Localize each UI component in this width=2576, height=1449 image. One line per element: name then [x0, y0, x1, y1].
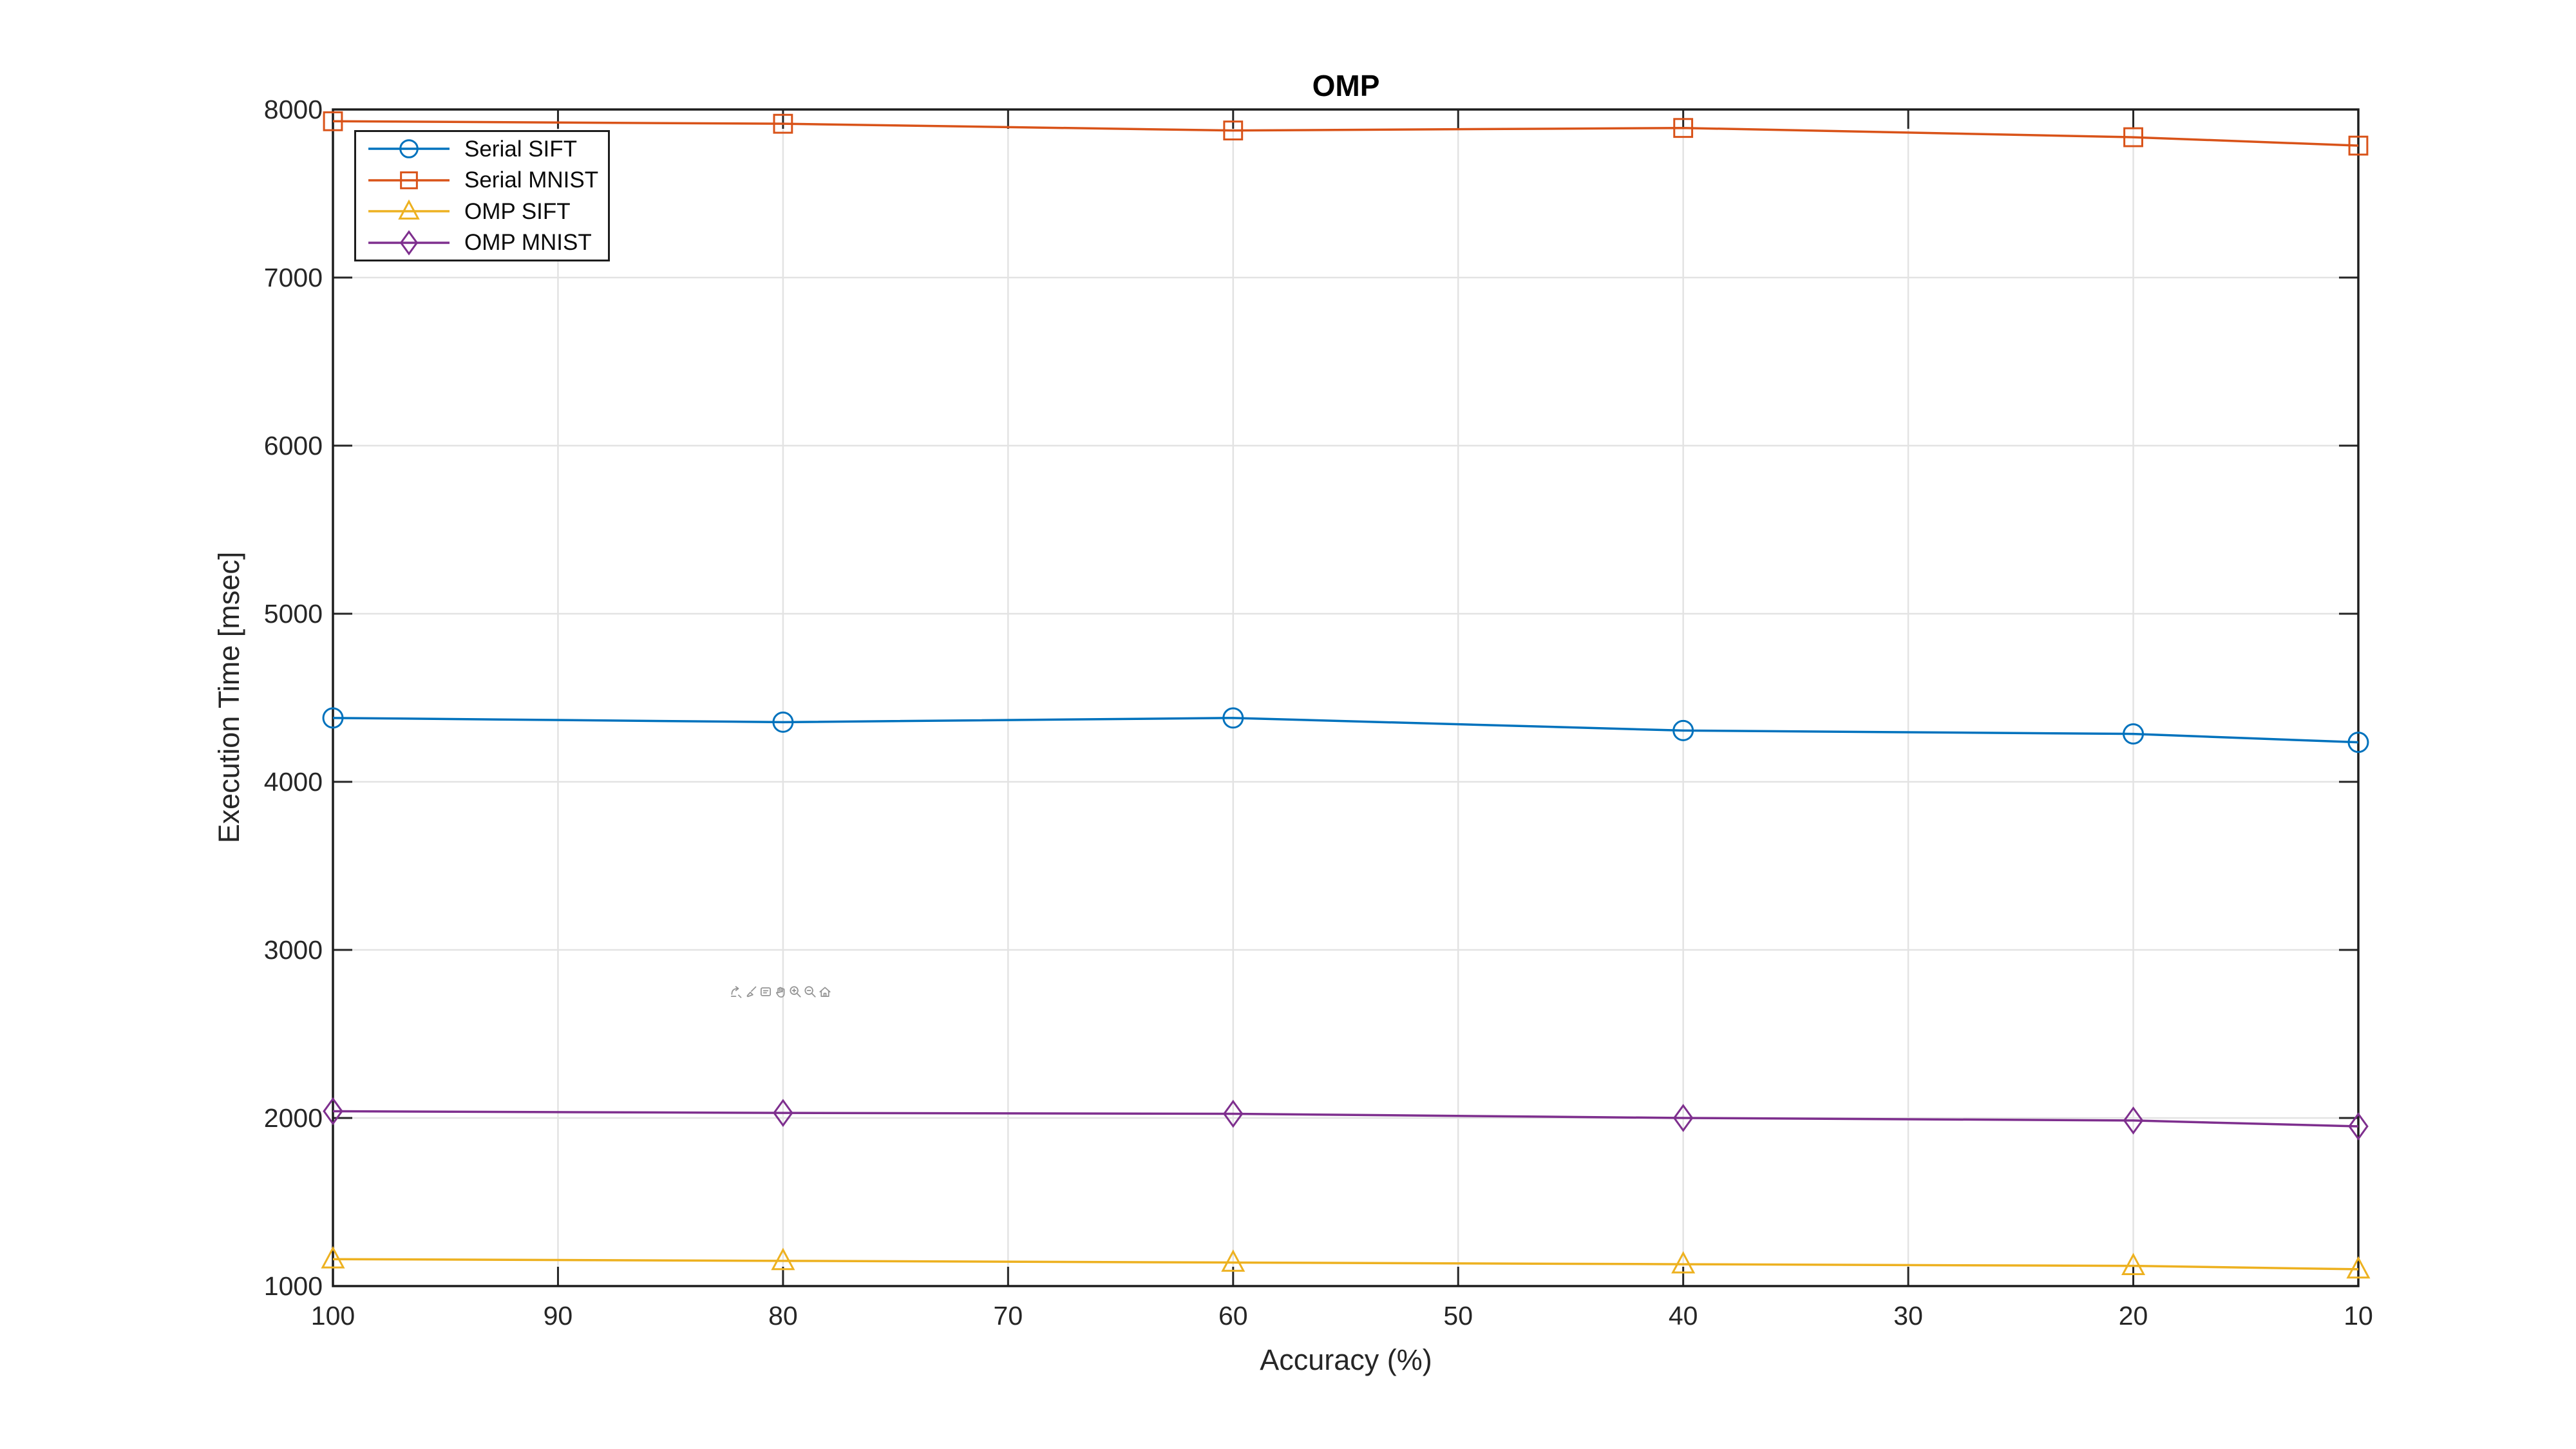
y-tick-label: 8000 — [264, 95, 323, 124]
x-axis-label: Accuracy (%) — [1260, 1343, 1432, 1376]
data-marker — [773, 113, 793, 134]
legend-sample-omp-sift — [368, 199, 450, 220]
zoom-out-icon[interactable] — [803, 985, 817, 999]
series-serial-sift — [322, 707, 2369, 753]
pan-icon[interactable] — [773, 985, 788, 999]
series-serial-mnist — [323, 111, 2369, 156]
axes-toolbar — [729, 985, 832, 999]
home-icon[interactable] — [818, 985, 832, 999]
series-omp-mnist — [323, 1097, 2369, 1141]
legend-label: Serial SIFT — [464, 136, 578, 162]
series-line — [332, 1258, 2359, 1271]
series-line — [332, 120, 2359, 147]
data-marker — [2347, 732, 2369, 753]
legend-label: OMP MNIST — [464, 230, 592, 256]
legend-label: OMP SIFT — [464, 198, 571, 224]
legend-item-omp-mnist: OMP MNIST — [356, 227, 608, 259]
y-tick-label: 5000 — [264, 599, 323, 629]
data-marker — [323, 111, 343, 131]
x-tick-label: 40 — [1669, 1301, 1698, 1331]
y-tick-label: 2000 — [264, 1103, 323, 1133]
data-marker — [1673, 118, 1694, 138]
data-marker — [399, 139, 419, 159]
x-tick-label: 30 — [1893, 1301, 1923, 1331]
x-tick-label: 10 — [2344, 1301, 2373, 1331]
data-marker — [771, 1247, 795, 1271]
axes-box — [332, 108, 2360, 1287]
data-marker — [322, 707, 344, 729]
x-tick-label: 20 — [2119, 1301, 2148, 1331]
data-marker — [2123, 127, 2143, 147]
data-marker — [772, 711, 794, 733]
legend-sample-omp-mnist — [368, 230, 450, 256]
data-marker — [1672, 1104, 1694, 1132]
legend-item-serial-mnist: Serial MNIST — [356, 165, 608, 196]
y-axis-label: Execution Time [msec] — [213, 551, 245, 844]
chart-title: OMP — [1312, 69, 1380, 102]
data-marker — [321, 1245, 345, 1269]
legend-sample-serial-mnist — [368, 171, 450, 189]
series-line — [332, 717, 2359, 744]
data-marker — [1671, 1251, 1696, 1274]
legend-item-serial-sift: Serial SIFT — [356, 133, 608, 165]
series-line — [332, 1110, 2359, 1128]
y-tick-label: 1000 — [264, 1271, 323, 1301]
data-marker — [399, 230, 419, 256]
legend-box: Serial SIFT Serial MNIST OMP SIFT OMP MN… — [354, 130, 610, 261]
x-tick-label: 60 — [1218, 1301, 1248, 1331]
data-marker — [2121, 1253, 2146, 1276]
data-marker — [2348, 1112, 2369, 1141]
data-marker — [400, 171, 418, 189]
x-tick-label: 70 — [994, 1301, 1023, 1331]
y-tick-label: 6000 — [264, 431, 323, 460]
data-marker — [2123, 723, 2145, 745]
y-tick-label: 7000 — [264, 263, 323, 292]
x-tick-label: 50 — [1443, 1301, 1473, 1331]
data-marker — [1223, 120, 1244, 141]
data-marker — [1222, 707, 1244, 729]
export-icon[interactable] — [729, 985, 743, 999]
data-marker — [773, 1099, 793, 1127]
data-marker — [1672, 719, 1694, 741]
datatip-icon[interactable] — [759, 985, 773, 999]
data-marker — [398, 199, 420, 220]
data-marker — [2348, 135, 2369, 156]
data-marker — [323, 1097, 343, 1126]
x-tick-label: 90 — [544, 1301, 573, 1331]
legend-label: Serial MNIST — [464, 167, 599, 193]
legend-sample-serial-sift — [368, 139, 450, 159]
legend-item-omp-sift: OMP SIFT — [356, 196, 608, 227]
series-omp-sift — [321, 1245, 2371, 1279]
y-tick-label: 3000 — [264, 935, 323, 965]
data-marker — [1223, 1099, 1244, 1128]
data-marker — [1221, 1249, 1245, 1272]
data-marker — [2123, 1106, 2144, 1135]
data-marker — [2346, 1256, 2371, 1279]
y-tick-label: 4000 — [264, 767, 323, 797]
x-tick-label: 100 — [311, 1301, 355, 1331]
x-tick-label: 80 — [768, 1301, 798, 1331]
zoom-in-icon[interactable] — [788, 985, 802, 999]
brush-icon[interactable] — [744, 985, 758, 999]
